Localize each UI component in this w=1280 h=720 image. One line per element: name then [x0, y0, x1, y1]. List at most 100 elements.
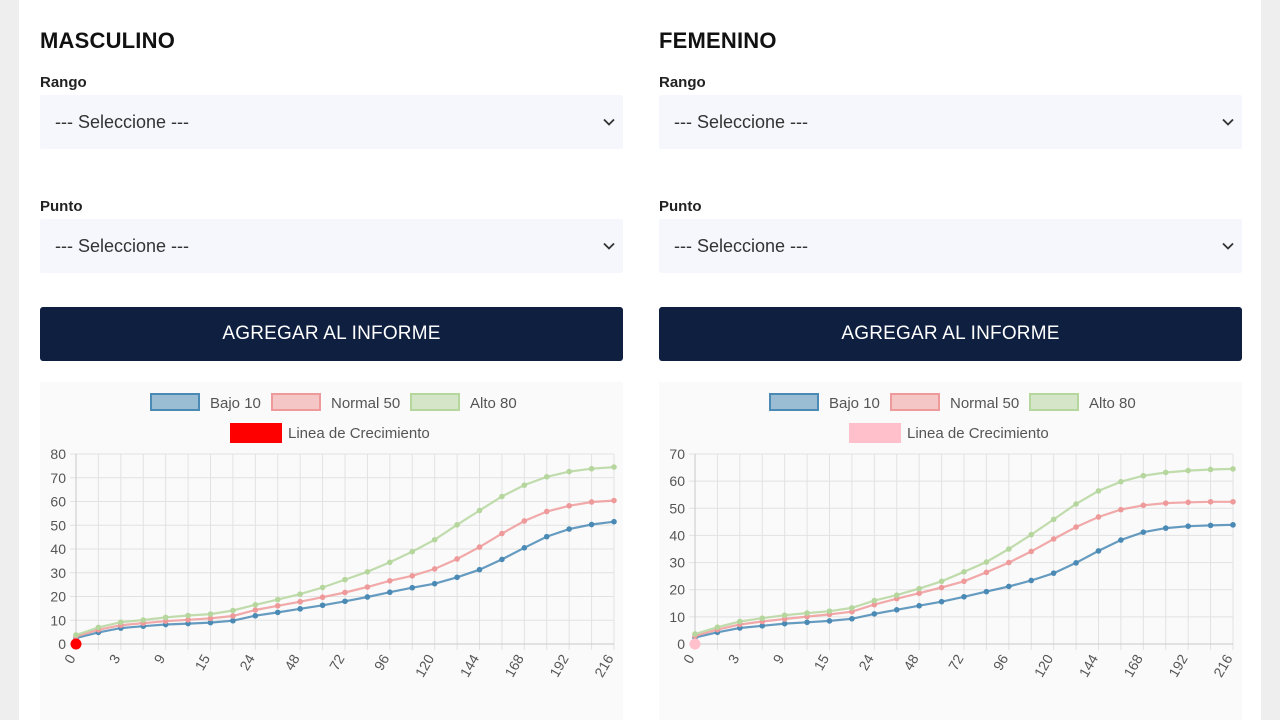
panel-masculino: MASCULINO Rango --- Seleccione --- Punto… [40, 0, 623, 720]
series-bajo-10-point [1118, 537, 1124, 543]
series-alto-80-point [230, 607, 236, 614]
series-bajo-10-point [252, 612, 259, 619]
y-tick-label: 40 [669, 527, 685, 543]
series-alto-80-point [454, 521, 460, 528]
series-alto-80-point [476, 507, 483, 514]
series-alto-80-point [1207, 466, 1214, 473]
x-tick-label: 48 [900, 651, 922, 673]
series-alto-80-point [871, 597, 878, 604]
series-normal-50-point [1162, 500, 1169, 506]
growth-chart-masculino: 0 10 20 30 40 50 60 70 80 0 3 9 15 24 48 72 96 120 144 168 1… [40, 382, 623, 720]
series-alto-80-point [409, 548, 416, 555]
series-normal-50-point [297, 598, 303, 605]
series-alto-80-point [938, 578, 945, 585]
legend-normal-50-label: Normal 50 [950, 395, 1019, 412]
y-tick-label: 50 [50, 517, 66, 533]
series-bajo-10-point [916, 602, 922, 609]
y-tick-label: 80 [50, 446, 66, 462]
panel-title-femenino: FEMENINO [659, 28, 777, 53]
x-tick-label: 3 [106, 651, 124, 666]
series-normal-50-point [543, 508, 550, 515]
series-alto-80-point [714, 624, 721, 630]
legend-bajo-10-label: Bajo 10 [210, 395, 261, 412]
series-normal-50-point [409, 573, 416, 579]
series-bajo-10-point [983, 588, 990, 595]
rango-select-value: --- Seleccione --- [55, 111, 190, 132]
series-alto-80-point [1006, 546, 1012, 552]
legend-crecimiento-swatch [230, 423, 282, 443]
series-alto-80-point [342, 576, 348, 583]
series-alto-80-point [274, 596, 281, 603]
punto-select-masculino[interactable]: --- Seleccione --- [40, 219, 623, 273]
growth-line-point [689, 638, 701, 650]
series-bajo-10-point [207, 619, 214, 626]
rango-label: Rango [659, 74, 706, 91]
punto-select-value: --- Seleccione --- [55, 235, 190, 256]
y-tick-label: 60 [669, 473, 685, 489]
series-normal-50-point [274, 602, 281, 609]
series-alto-80-point [611, 464, 617, 470]
series-bajo-10-point [1230, 522, 1236, 528]
y-tick-label: 30 [669, 555, 685, 571]
series-bajo-10-point [781, 620, 788, 627]
series-normal-50-point [454, 556, 460, 562]
series-bajo-10-point [611, 518, 617, 525]
series-alto-80-point [588, 465, 595, 472]
series-bajo-10-point [804, 619, 810, 626]
x-tick-label: 216 [591, 651, 617, 679]
series-bajo-10-point [454, 574, 460, 581]
series-alto-80-point [1095, 488, 1102, 494]
series-normal-50-point [252, 607, 259, 613]
series-bajo-10-point [1207, 522, 1214, 529]
x-tick-label: 3 [725, 651, 743, 666]
series-alto-80-point [893, 592, 900, 598]
series-alto-80-point [781, 612, 788, 619]
series-alto-80-point [566, 468, 572, 475]
series-alto-80-point [319, 584, 326, 591]
series-normal-50-point [566, 502, 572, 509]
series-bajo-10-point [759, 623, 766, 629]
series-normal-50-point [521, 518, 528, 524]
series-alto-80-point [162, 614, 169, 621]
y-tick-label: 70 [50, 470, 66, 486]
series-alto-80-point [252, 602, 259, 608]
rango-select-masculino[interactable]: --- Seleccione --- [40, 95, 623, 149]
series-bajo-10-point [849, 615, 855, 622]
chart-svg: 0 10 20 30 40 50 60 70 80 0 3 9 15 24 48 72 96 120 144 168 1… [50, 393, 617, 680]
series-normal-50-point [342, 589, 348, 596]
y-tick-label: 40 [50, 541, 66, 557]
series-alto-80-point [499, 493, 505, 500]
series-normal-50-point [1028, 548, 1035, 555]
x-tick-label: 48 [281, 651, 303, 673]
series-alto-80-point [849, 605, 855, 611]
y-tick-label: 10 [669, 609, 685, 625]
page-margin-right [1261, 0, 1280, 720]
series-normal-50-point [1095, 514, 1102, 520]
series-bajo-10-point [476, 566, 483, 573]
rango-select-femenino[interactable]: --- Seleccione --- [659, 95, 1242, 149]
legend-alto-80-swatch [410, 393, 460, 411]
series-bajo-10-point [543, 533, 550, 540]
y-tick-label: 60 [50, 494, 66, 510]
series-normal-50-point [476, 544, 483, 550]
y-tick-label: 70 [669, 446, 685, 462]
series-bajo-10-point [364, 594, 371, 600]
series-bajo-10-point [1140, 529, 1147, 535]
series-normal-50-point [1050, 536, 1057, 542]
series-bajo-10-point [826, 618, 833, 624]
x-tick-label: 144 [457, 651, 483, 679]
agregar-informe-button-masculino[interactable]: AGREGAR AL INFORME [40, 307, 623, 361]
punto-select-femenino[interactable]: --- Seleccione --- [659, 219, 1242, 273]
series-normal-50-point [611, 497, 617, 504]
series-bajo-10-point [938, 598, 945, 605]
series-alto-80-point [692, 631, 698, 637]
legend-normal-50-swatch [271, 393, 321, 411]
agregar-informe-button-femenino[interactable]: AGREGAR AL INFORME [659, 307, 1242, 361]
series-alto-80-point [737, 618, 743, 625]
x-tick-label: 24 [855, 651, 877, 673]
rango-select-value: --- Seleccione --- [674, 111, 809, 132]
series-normal-50-point [1207, 498, 1214, 505]
series-bajo-10-point [1050, 570, 1057, 576]
x-tick-label: 15 [191, 651, 213, 673]
y-tick-label: 50 [669, 500, 685, 516]
